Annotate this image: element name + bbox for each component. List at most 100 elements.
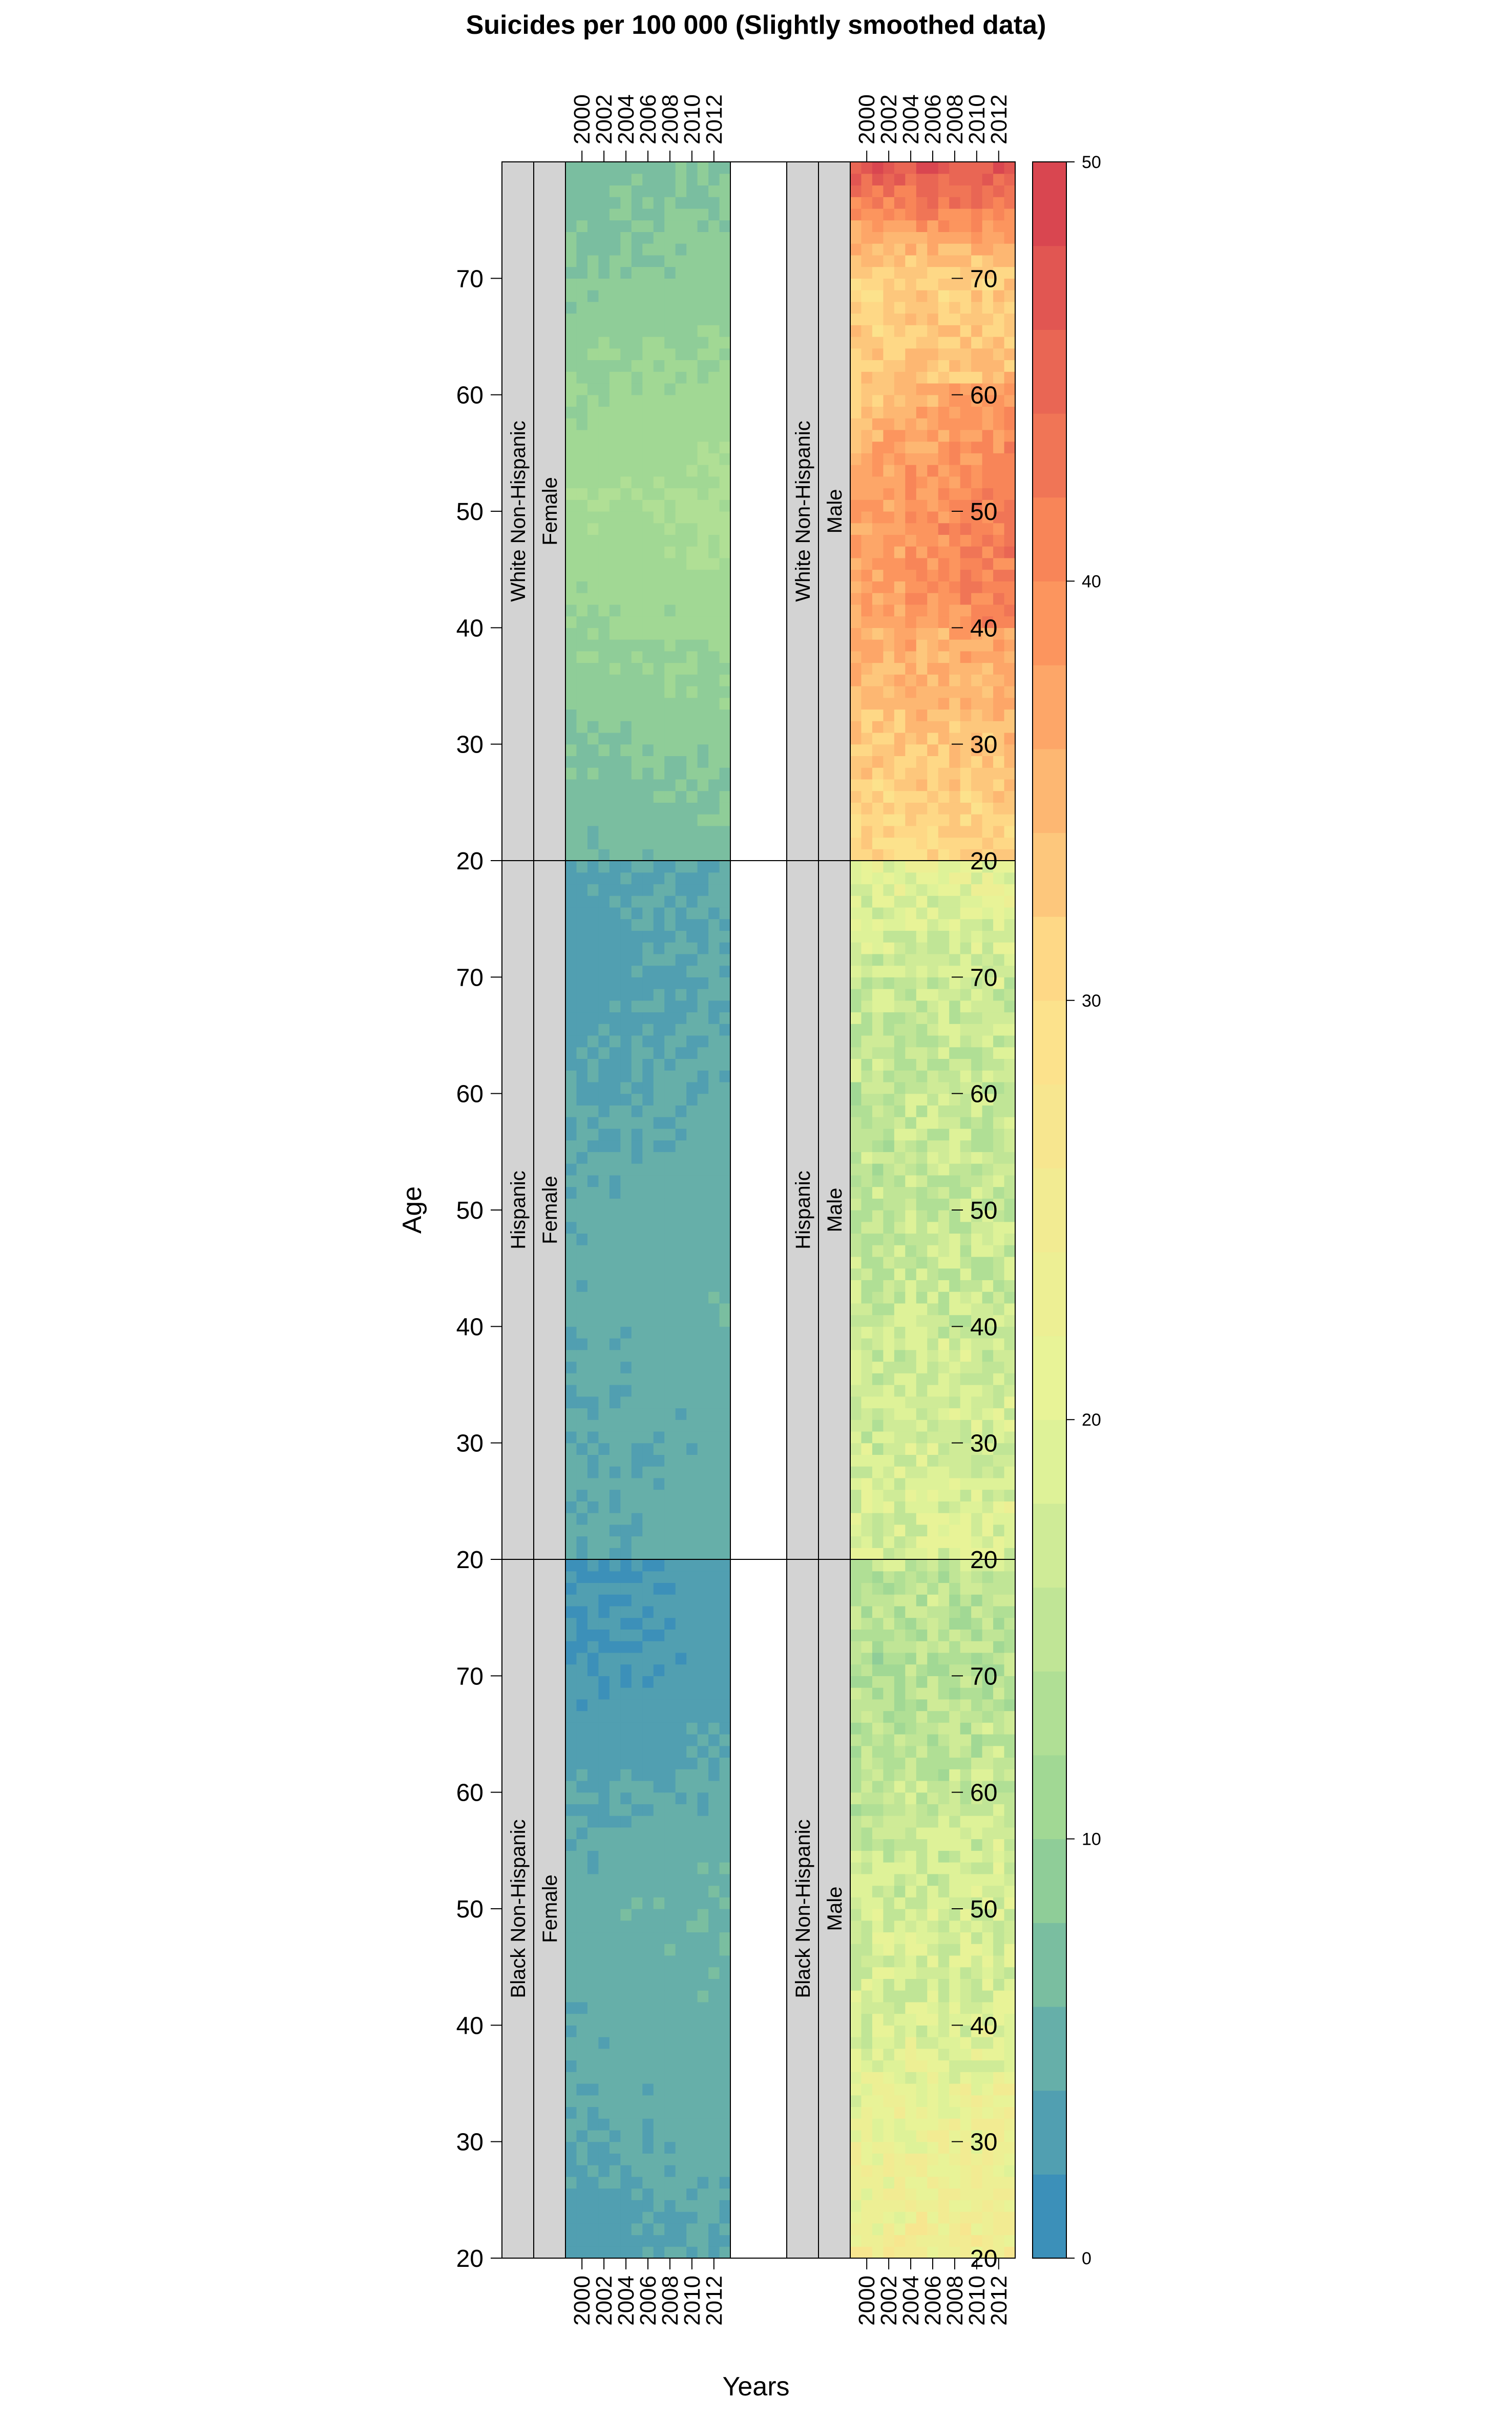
heatmap-cell <box>938 651 950 663</box>
heatmap-cell <box>675 2025 687 2037</box>
heatmap-cell <box>982 2037 994 2049</box>
heatmap-cell <box>894 1676 906 1688</box>
heatmap-cell <box>916 1245 928 1257</box>
heatmap-cell <box>993 1932 1005 1944</box>
heatmap-cell <box>576 546 588 558</box>
heatmap-cell <box>905 2153 917 2165</box>
heatmap-cell <box>664 1839 676 1851</box>
heatmap-cell <box>642 1081 654 1094</box>
heatmap-cell <box>708 1233 720 1245</box>
heatmap-cell <box>927 779 939 791</box>
heatmap-cell <box>883 2246 895 2259</box>
heatmap-cell <box>883 616 895 628</box>
heatmap-cell <box>982 1792 994 1804</box>
heatmap-cell <box>609 1186 621 1199</box>
heatmap-cell <box>719 1454 731 1467</box>
heatmap-cell <box>938 1641 950 1653</box>
heatmap-cell <box>971 1641 983 1653</box>
heatmap-cell <box>982 1443 994 1455</box>
heatmap-cell <box>960 872 972 885</box>
heatmap-cell <box>916 1024 928 1036</box>
heatmap-cell <box>960 977 972 989</box>
heatmap-cell <box>916 1152 928 1164</box>
heatmap-cell <box>971 1862 983 1874</box>
heatmap-cell <box>949 674 961 686</box>
heatmap-cell <box>982 674 994 686</box>
heatmap-cell <box>576 197 588 209</box>
heatmap-cell <box>916 1524 928 1537</box>
heatmap-cell <box>664 674 676 686</box>
heatmap-cell <box>686 1909 698 1921</box>
heatmap-cell <box>960 1885 972 1897</box>
heatmap-cell <box>949 2001 961 2014</box>
heatmap-cell <box>916 2188 928 2200</box>
heatmap-cell <box>598 1245 610 1257</box>
heatmap-cell <box>609 1734 621 1746</box>
heatmap-cell <box>719 511 731 524</box>
heatmap-cell <box>938 1466 950 1478</box>
heatmap-cell <box>598 348 610 361</box>
heatmap-cell <box>609 1524 621 1537</box>
heatmap-cell <box>949 2153 961 2165</box>
heatmap-cell <box>1004 581 1016 593</box>
heatmap-cell <box>565 2246 577 2259</box>
heatmap-cell <box>850 709 862 721</box>
heatmap-cell <box>675 499 687 512</box>
heatmap-cell <box>872 802 884 815</box>
heatmap-cell <box>609 732 621 745</box>
heatmap-cell <box>916 1816 928 1828</box>
heatmap-cell <box>631 360 643 372</box>
heatmap-cell <box>861 2025 873 2037</box>
heatmap-cell <box>686 639 698 652</box>
heatmap-cell <box>719 2037 731 2049</box>
heatmap-cell <box>576 162 588 174</box>
heatmap-cell <box>620 1210 632 1222</box>
heatmap-cell <box>653 1605 665 1618</box>
heatmap-cell <box>587 861 599 873</box>
heatmap-cell <box>861 1349 873 1362</box>
heatmap-cell <box>620 697 632 710</box>
heatmap-cell <box>686 721 698 733</box>
heatmap-cell <box>916 1047 928 1059</box>
heatmap-cell <box>697 453 709 465</box>
heatmap-cell <box>993 1175 1005 1187</box>
heatmap-cell <box>664 1000 676 1013</box>
heatmap-cell <box>642 895 654 908</box>
heatmap-cell <box>708 2223 720 2236</box>
heatmap-cell <box>576 1501 588 1513</box>
heatmap-cell <box>598 1303 610 1316</box>
heatmap-cell <box>642 465 654 477</box>
heatmap-cell <box>719 942 731 954</box>
heatmap-cell <box>587 2118 599 2131</box>
heatmap-cell <box>565 1862 577 1874</box>
heatmap-cell <box>982 1629 994 1641</box>
heatmap-cell <box>697 884 709 896</box>
heatmap-cell <box>872 1990 884 2002</box>
heatmap-cell <box>708 2106 720 2119</box>
heatmap-cell <box>664 790 676 803</box>
heatmap-cell <box>587 1827 599 1840</box>
heatmap-cell <box>620 1641 632 1653</box>
heatmap-cell <box>982 767 994 780</box>
heatmap-cell <box>565 1571 577 1583</box>
heatmap-cell <box>971 744 983 756</box>
heatmap-cell <box>927 790 939 803</box>
heatmap-cell <box>631 173 643 186</box>
heatmap-cell <box>927 1233 939 1245</box>
heatmap-cell <box>949 1140 961 1152</box>
heatmap-cell <box>927 1967 939 1979</box>
heatmap-cell <box>861 1710 873 1723</box>
heatmap-cell <box>576 616 588 628</box>
heatmap-cell <box>620 1990 632 2002</box>
heatmap-cell <box>587 1420 599 1432</box>
heatmap-cell <box>861 1081 873 1094</box>
heatmap-cell <box>883 1757 895 1769</box>
heatmap-cell <box>587 1349 599 1362</box>
heatmap-cell <box>587 1559 599 1572</box>
heatmap-cell <box>598 1524 610 1537</box>
heatmap-cell <box>620 465 632 477</box>
heatmap-cell <box>653 953 665 966</box>
heatmap-cell <box>927 1291 939 1304</box>
heatmap-cell <box>938 1944 950 1956</box>
heatmap-cell <box>949 1862 961 1874</box>
